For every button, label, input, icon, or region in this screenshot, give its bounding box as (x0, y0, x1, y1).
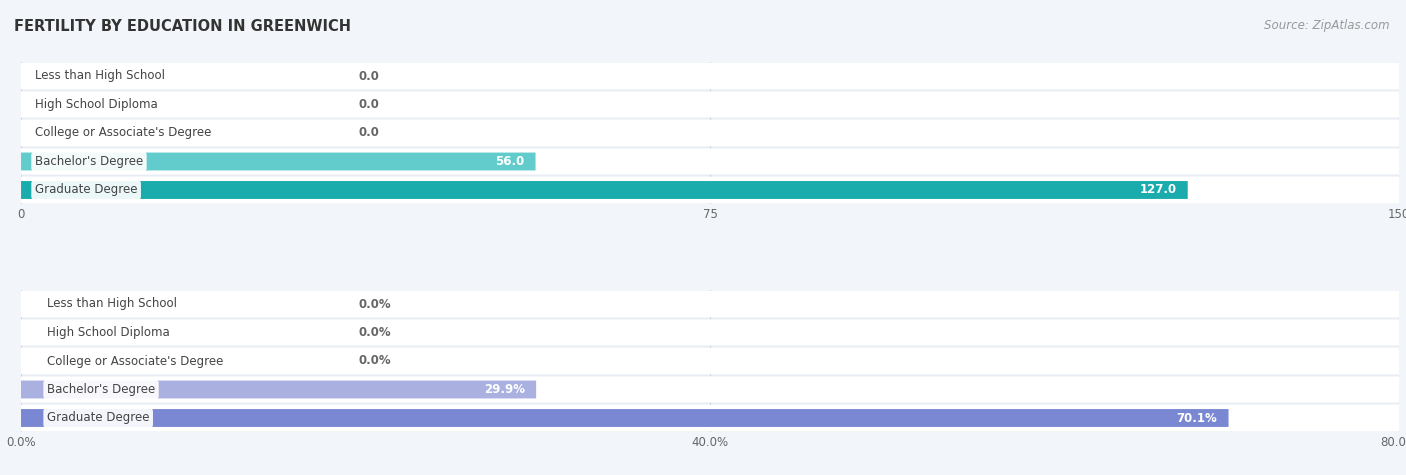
FancyBboxPatch shape (21, 377, 1399, 402)
Text: High School Diploma: High School Diploma (35, 98, 157, 111)
Bar (21, 290, 1399, 318)
Text: Graduate Degree: Graduate Degree (46, 411, 149, 425)
Text: College or Associate's Degree: College or Associate's Degree (46, 354, 224, 368)
Text: 0.0%: 0.0% (359, 297, 391, 311)
Text: 0.0: 0.0 (359, 98, 380, 111)
Bar (21, 176, 1399, 204)
Text: 0.0%: 0.0% (359, 326, 391, 339)
Text: 127.0: 127.0 (1139, 183, 1177, 197)
Bar (21, 147, 1399, 176)
Bar (21, 119, 1399, 147)
Text: 70.1%: 70.1% (1177, 411, 1218, 425)
Bar (21, 375, 1399, 404)
FancyBboxPatch shape (21, 409, 1229, 427)
FancyBboxPatch shape (21, 348, 1399, 374)
Text: Bachelor's Degree: Bachelor's Degree (35, 155, 143, 168)
FancyBboxPatch shape (21, 92, 1399, 117)
FancyBboxPatch shape (21, 291, 1399, 317)
Text: Bachelor's Degree: Bachelor's Degree (46, 383, 155, 396)
Text: Less than High School: Less than High School (46, 297, 177, 311)
Text: 0.0: 0.0 (359, 69, 380, 83)
Text: Less than High School: Less than High School (35, 69, 165, 83)
FancyBboxPatch shape (21, 63, 1399, 89)
Text: 0.0%: 0.0% (359, 354, 391, 368)
FancyBboxPatch shape (21, 320, 1399, 345)
Bar (21, 62, 1399, 90)
Bar (21, 90, 1399, 119)
FancyBboxPatch shape (21, 120, 1399, 146)
FancyBboxPatch shape (21, 380, 536, 399)
Text: FERTILITY BY EDUCATION IN GREENWICH: FERTILITY BY EDUCATION IN GREENWICH (14, 19, 352, 34)
Text: Graduate Degree: Graduate Degree (35, 183, 138, 197)
Text: 56.0: 56.0 (495, 155, 524, 168)
Text: High School Diploma: High School Diploma (46, 326, 170, 339)
Text: Source: ZipAtlas.com: Source: ZipAtlas.com (1264, 19, 1389, 32)
Text: 0.0: 0.0 (359, 126, 380, 140)
FancyBboxPatch shape (21, 177, 1399, 203)
FancyBboxPatch shape (21, 149, 1399, 174)
Bar (21, 347, 1399, 375)
FancyBboxPatch shape (21, 405, 1399, 431)
Text: College or Associate's Degree: College or Associate's Degree (35, 126, 211, 140)
Bar (21, 404, 1399, 432)
Bar (21, 318, 1399, 347)
Text: 29.9%: 29.9% (484, 383, 524, 396)
FancyBboxPatch shape (21, 152, 536, 171)
FancyBboxPatch shape (21, 181, 1188, 199)
